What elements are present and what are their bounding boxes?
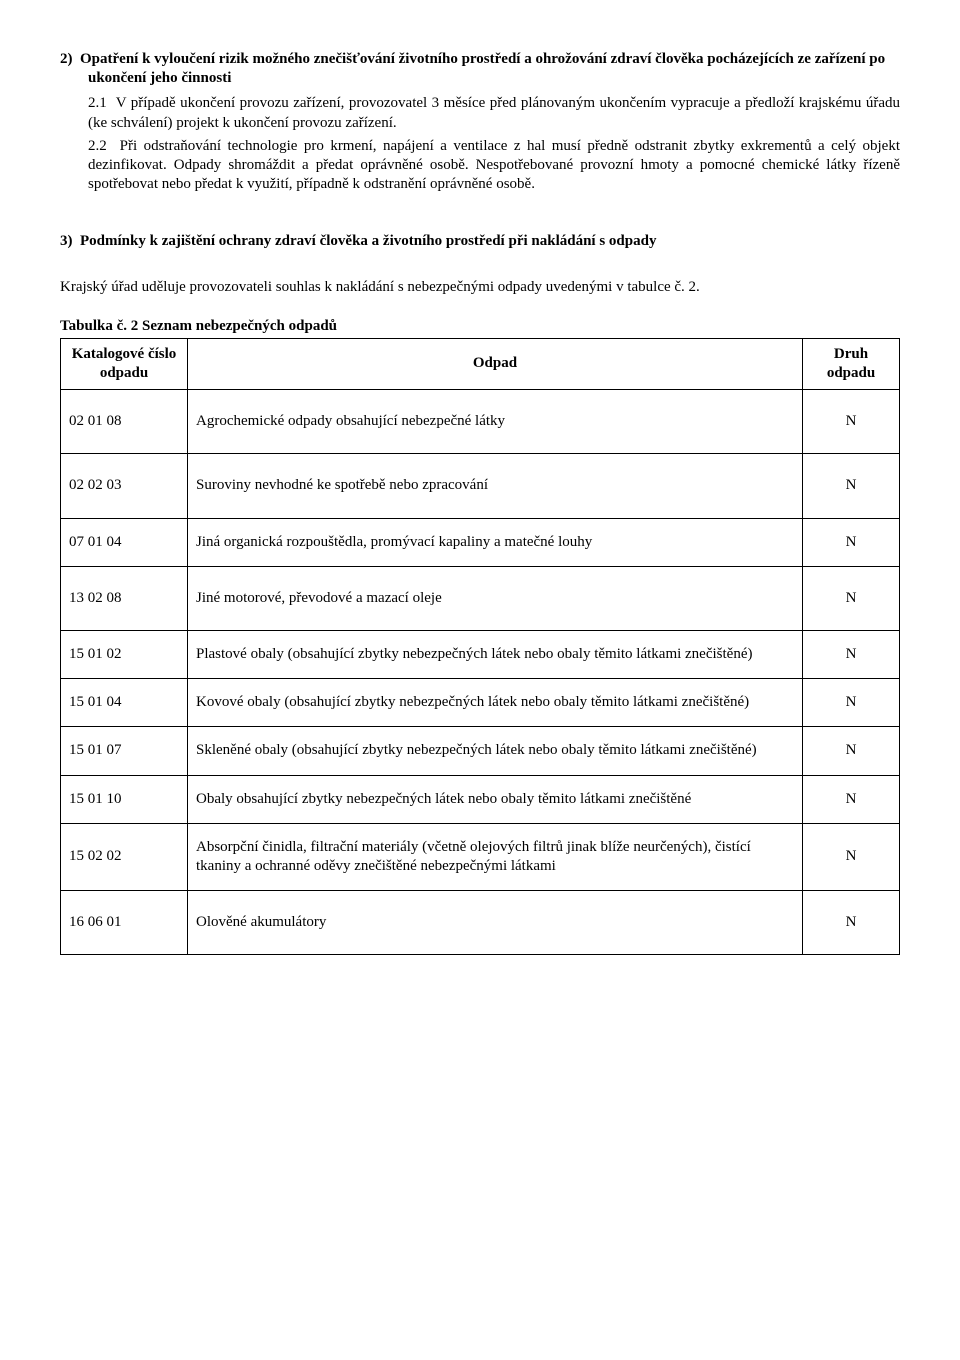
cell-code: 02 01 08 [61,390,188,454]
cell-code: 13 02 08 [61,566,188,630]
cell-name: Skleněné obaly (obsahující zbytky nebezp… [188,727,803,775]
cell-name: Kovové obaly (obsahující zbytky nebezpeč… [188,679,803,727]
table-row: 15 01 02Plastové obaly (obsahující zbytk… [61,631,900,679]
table-row: 02 02 03Suroviny nevhodné ke spotřebě ne… [61,454,900,518]
cell-code: 15 01 02 [61,631,188,679]
cell-type: N [803,566,900,630]
table-row: 15 02 02Absorpční činidla, filtrační mat… [61,823,900,890]
cell-code: 15 02 02 [61,823,188,890]
section-2-num: 2) [60,51,73,67]
table-row: 02 01 08Agrochemické odpady obsahující n… [61,390,900,454]
table-header-row: Katalogové číslo odpadu Odpad Druh odpad… [61,338,900,389]
para-2-1: 2.1 V případě ukončení provozu zařízení,… [60,94,900,132]
cell-code: 15 01 10 [61,775,188,823]
table-row: 15 01 07Skleněné obaly (obsahující zbytk… [61,727,900,775]
table-row: 07 01 04Jiná organická rozpouštědla, pro… [61,518,900,566]
para-2-2: 2.2 Při odstraňování technologie pro krm… [60,137,900,195]
cell-code: 15 01 04 [61,679,188,727]
section-3-heading: 3) Podmínky k zajištění ochrany zdraví č… [60,232,900,251]
cell-type: N [803,454,900,518]
cell-code: 16 06 01 [61,891,188,955]
section-2-title: Opatření k vyloučení rizik možného zneči… [80,51,885,86]
cell-type: N [803,679,900,727]
cell-type: N [803,823,900,890]
section-3-num: 3) [60,233,73,249]
cell-type: N [803,775,900,823]
section-2-heading: 2) Opatření k vyloučení rizik možného zn… [60,50,900,88]
para-2-2-text: Při odstraňování technologie pro krmení,… [88,138,900,192]
cell-name: Plastové obaly (obsahující zbytky nebezp… [188,631,803,679]
th-code: Katalogové číslo odpadu [61,338,188,389]
cell-type: N [803,631,900,679]
cell-name: Jiná organická rozpouštědla, promývací k… [188,518,803,566]
cell-name: Suroviny nevhodné ke spotřebě nebo zprac… [188,454,803,518]
cell-code: 07 01 04 [61,518,188,566]
cell-type: N [803,891,900,955]
section-3-intro: Krajský úřad uděluje provozovateli souhl… [60,278,900,297]
cell-name: Absorpční činidla, filtrační materiály (… [188,823,803,890]
cell-type: N [803,727,900,775]
para-2-1-num: 2.1 [88,95,107,111]
waste-table: Katalogové číslo odpadu Odpad Druh odpad… [60,338,900,955]
table-row: 15 01 10Obaly obsahující zbytky nebezpeč… [61,775,900,823]
cell-name: Agrochemické odpady obsahující nebezpečn… [188,390,803,454]
cell-name: Jiné motorové, převodové a mazací oleje [188,566,803,630]
para-2-2-num: 2.2 [88,138,107,154]
cell-code: 15 01 07 [61,727,188,775]
cell-type: N [803,390,900,454]
cell-type: N [803,518,900,566]
table-row: 15 01 04Kovové obaly (obsahující zbytky … [61,679,900,727]
table-row: 16 06 01Olověné akumulátoryN [61,891,900,955]
th-type: Druh odpadu [803,338,900,389]
para-2-1-text: V případě ukončení provozu zařízení, pro… [88,95,900,130]
cell-name: Olověné akumulátory [188,891,803,955]
table-caption: Tabulka č. 2 Seznam nebezpečných odpadů [60,317,900,336]
cell-name: Obaly obsahující zbytky nebezpečných lát… [188,775,803,823]
table-row: 13 02 08Jiné motorové, převodové a mazac… [61,566,900,630]
cell-code: 02 02 03 [61,454,188,518]
section-3-title: Podmínky k zajištění ochrany zdraví člov… [80,233,656,249]
th-name: Odpad [188,338,803,389]
